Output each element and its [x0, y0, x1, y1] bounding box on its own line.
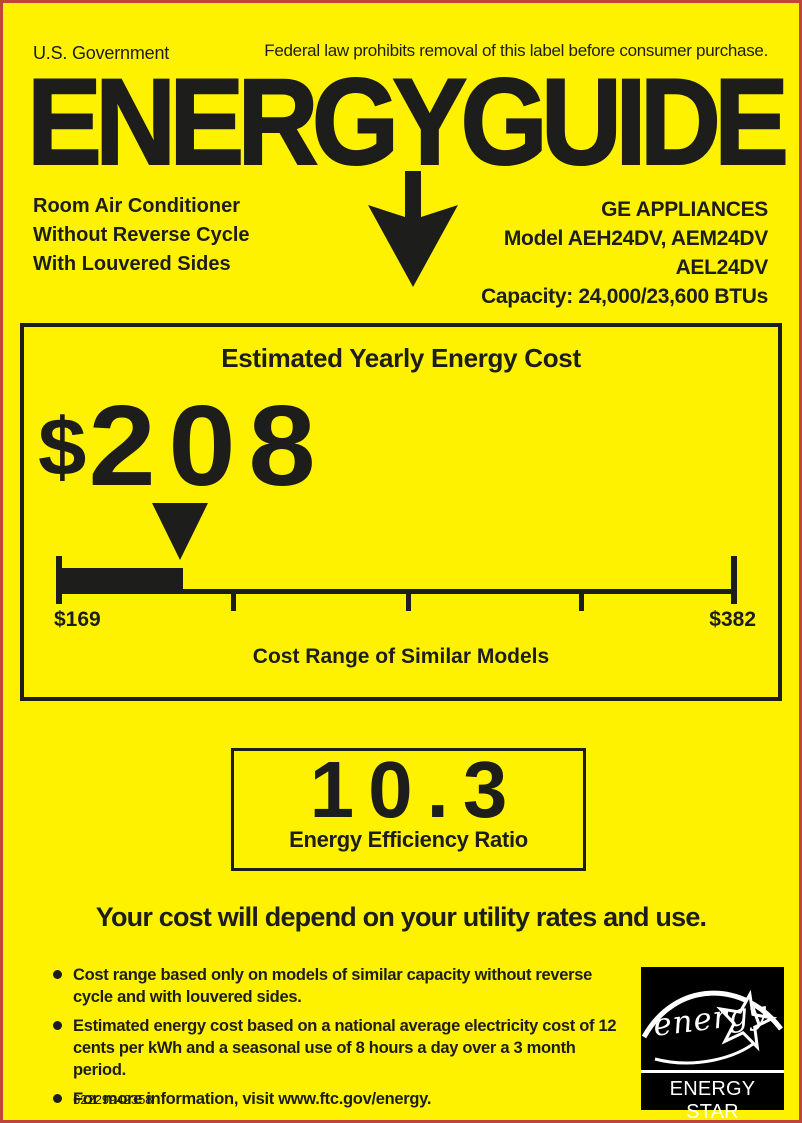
- cost-range-filled-bar: [56, 568, 183, 589]
- cost-range-tick: [406, 594, 411, 611]
- model-numbers-line: Model AEH24DV, AEM24DV: [503, 227, 768, 250]
- federal-law-notice: Federal law prohibits removal of this la…: [264, 41, 768, 60]
- bullet-dot-icon: [53, 1021, 62, 1030]
- range-max-label: $382: [709, 608, 756, 631]
- cost-range-tick: [579, 594, 584, 611]
- cost-amount: 208: [88, 383, 329, 510]
- product-type-block: Room Air Conditioner Without Reverse Cyc…: [33, 192, 250, 279]
- energy-star-divider: [641, 1070, 784, 1073]
- disclosure-bullet-list: Cost range based only on models of simil…: [53, 964, 631, 1117]
- energyguide-logotype: ENERGYGUIDE: [26, 53, 790, 191]
- range-caption: Cost Range of Similar Models: [252, 645, 550, 668]
- cost-pointer-triangle-icon: [152, 503, 208, 560]
- down-arrow-icon: [368, 171, 458, 287]
- bullet-item: For more information, visit www.ftc.gov/…: [53, 1088, 631, 1110]
- currency-symbol: $: [38, 402, 87, 493]
- energy-efficiency-ratio-box: 10.3 Energy Efficiency Ratio: [231, 748, 586, 871]
- model-numbers-line: AEL24DV: [675, 256, 769, 279]
- eer-value: 10.3: [309, 745, 522, 834]
- bullet-dot-icon: [53, 1094, 62, 1103]
- cost-range-tick: [231, 594, 236, 611]
- cost-range-left-endcap: [56, 556, 62, 604]
- product-type-line: Without Reverse Cycle: [33, 224, 250, 246]
- cost-range-axis-line: [56, 589, 737, 594]
- energy-star-arc-and-star-icon: [641, 989, 783, 1065]
- bullet-item: Estimated energy cost based on a nationa…: [53, 1015, 631, 1081]
- cost-range-right-endcap: [731, 556, 737, 604]
- product-type-line: With Louvered Sides: [33, 253, 231, 275]
- brand-name: GE APPLIANCES: [601, 198, 768, 221]
- estimated-cost-section: Estimated Yearly Energy Cost $ 208 $169 …: [20, 323, 782, 701]
- bullet-text: Estimated energy cost based on a nationa…: [73, 1017, 617, 1079]
- bullet-text: For more information, visit www.ftc.gov/…: [73, 1090, 432, 1108]
- capacity-text: Capacity: 24,000/23,600 BTUs: [481, 285, 768, 308]
- cost-section-title: Estimated Yearly Energy Cost: [221, 343, 581, 373]
- brand-model-block: GE APPLIANCES Model AEH24DV, AEM24DV AEL…: [481, 195, 768, 311]
- bullet-text: Cost range based only on models of simil…: [73, 966, 593, 1006]
- range-min-label: $169: [54, 608, 101, 631]
- bullet-dot-icon: [53, 970, 62, 979]
- energy-star-logo: energy ENERGY STAR: [641, 967, 784, 1120]
- energy-star-band-text: ENERGY STAR: [669, 1078, 756, 1123]
- bullet-item: Cost range based only on models of simil…: [53, 964, 631, 1008]
- product-type-line: Room Air Conditioner: [33, 195, 241, 217]
- utility-rates-headline: Your cost will depend on your utility ra…: [95, 902, 707, 932]
- eer-label: Energy Efficiency Ratio: [289, 827, 528, 853]
- document-number: 62229942358: [73, 1092, 153, 1107]
- yearly-cost-value: $ 208: [38, 383, 329, 510]
- us-government-text: U.S. Government: [33, 43, 170, 63]
